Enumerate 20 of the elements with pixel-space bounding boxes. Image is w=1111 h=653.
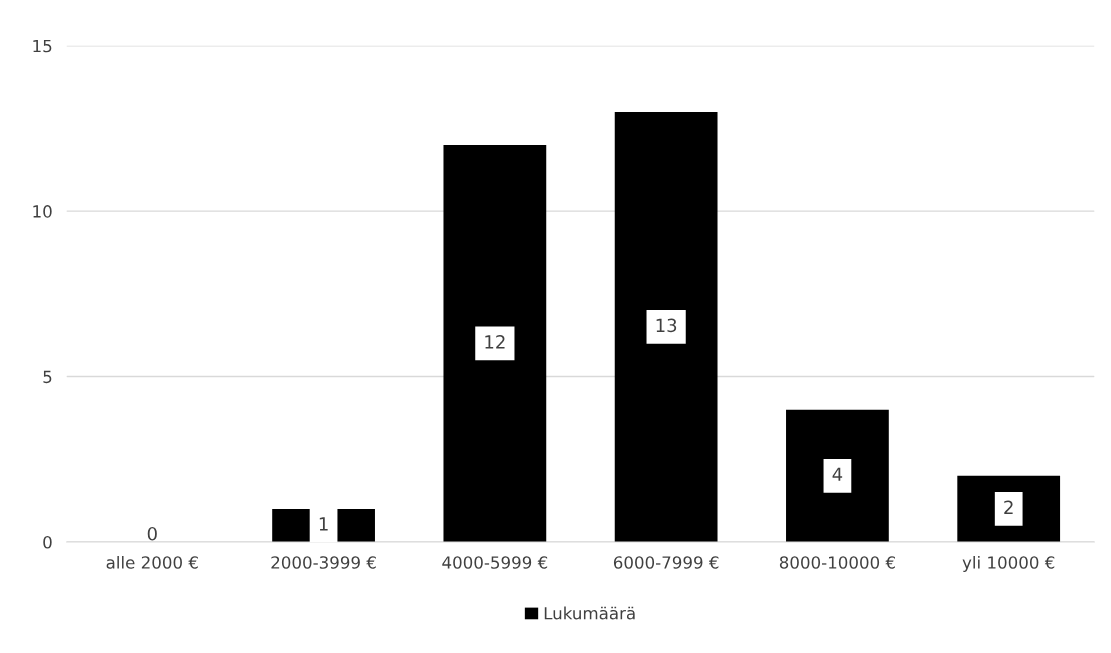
y-tick-label: 5 — [43, 370, 52, 384]
data-label: 2 — [1004, 500, 1013, 514]
x-tick-label: 8000-10000 € — [779, 556, 895, 569]
x-tick-label: 6000-7999 € — [613, 556, 719, 569]
legend-label: Lukumäärä — [544, 606, 635, 620]
x-tick-label: alle 2000 € — [106, 555, 198, 569]
bar — [443, 144, 547, 542]
y-tick-label: 10 — [33, 205, 52, 218]
data-label: 13 — [656, 318, 677, 333]
x-tick-label: 2000-3999 € — [271, 556, 376, 569]
data-label: 1 — [319, 517, 328, 531]
x-tick-label: 4000-5999 € — [442, 556, 548, 569]
y-tick-label: 0 — [43, 535, 52, 549]
x-tick-label: yli 10000 € — [962, 555, 1055, 573]
bar — [614, 111, 718, 542]
data-label: 4 — [832, 467, 843, 481]
bar — [786, 409, 889, 542]
y-tick-label: 15 — [33, 39, 52, 53]
data-label: 12 — [485, 335, 505, 349]
data-label: 0 — [147, 526, 157, 541]
